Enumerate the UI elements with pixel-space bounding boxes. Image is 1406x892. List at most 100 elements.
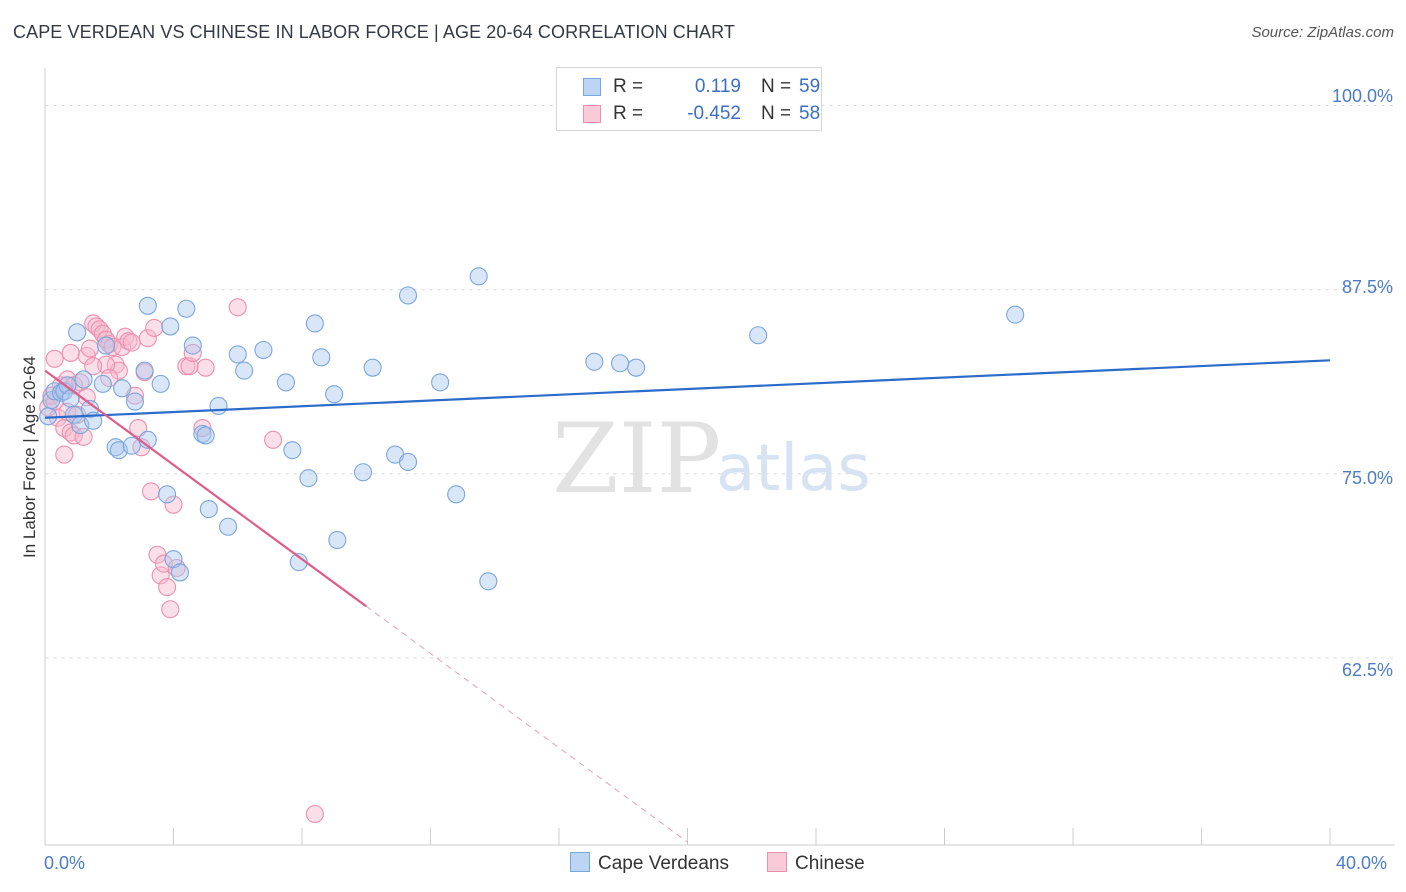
- source-label: Source: ZipAtlas.com: [1251, 24, 1394, 41]
- cape-verdean-point: [209, 396, 228, 416]
- trendlines: [44, 359, 1331, 843]
- cape-verdean-point: [93, 374, 112, 393]
- trendline-chinese-dashed: [365, 605, 688, 843]
- watermark-zip: ZIP: [552, 403, 721, 515]
- cape-verdean-point: [235, 361, 254, 380]
- chinese-point: [180, 357, 199, 376]
- cape-verdean-point: [610, 354, 630, 373]
- trendline-chinese-solid: [44, 369, 367, 608]
- axes: [44, 68, 1395, 846]
- chinese-point: [158, 578, 177, 597]
- cape-verdean-point: [299, 469, 318, 488]
- chinese-point: [74, 427, 93, 446]
- chinese-point: [145, 318, 164, 337]
- chinese-point: [129, 419, 148, 438]
- bottom-legend-swatch-blue: [570, 852, 590, 872]
- cape-verdean-point: [447, 485, 466, 504]
- cape-verdean-point: [68, 323, 87, 342]
- chinese-point: [45, 349, 64, 368]
- cape-verdean-point: [125, 392, 144, 411]
- gridlines: [45, 104, 1395, 659]
- chinese-point: [183, 343, 202, 362]
- y-tick-label: 62.5%: [1341, 660, 1393, 680]
- bottom-legend-chinese: Chinese: [767, 852, 865, 875]
- cape-verdean-point: [363, 358, 382, 377]
- chinese-point: [87, 317, 106, 336]
- cape-verdean-point: [196, 426, 215, 445]
- watermark: ZIP atlas: [552, 403, 871, 515]
- cape-verdean-point: [135, 361, 154, 380]
- chinese-point: [141, 482, 161, 501]
- cape-verdean-point: [398, 452, 418, 471]
- cape-verdean-point: [749, 326, 768, 345]
- cape-verdean-point: [479, 572, 498, 591]
- cape-verdean-point: [96, 336, 116, 355]
- legend-r-value: 0.119: [694, 76, 741, 97]
- chinese-point: [264, 430, 283, 449]
- bottom-legend-label: Cape Verdeans: [598, 853, 729, 874]
- cape-verdean-point: [122, 436, 141, 455]
- cape-verdean-point: [183, 336, 202, 355]
- cape-verdean-point: [353, 463, 373, 482]
- legend-swatch-pink: [583, 105, 601, 123]
- chinese-point: [161, 600, 180, 619]
- cape-verdean-point: [170, 563, 189, 582]
- chinese-point: [122, 333, 141, 352]
- y-tick-label: 75.0%: [1341, 468, 1393, 488]
- correlation-legend: R = 0.119 N = 59 R = -0.452 N = 58: [556, 67, 822, 131]
- cape-verdean-point: [52, 383, 71, 402]
- legend-n-label: N =: [761, 103, 792, 124]
- chinese-point: [228, 298, 247, 317]
- cape-verdean-point: [1006, 305, 1025, 324]
- cape-verdean-point: [193, 424, 212, 444]
- legend-r-label: R =: [613, 76, 644, 97]
- legend-n-value: 58: [799, 103, 821, 124]
- cape-verdean-point: [627, 358, 646, 377]
- cape-verdean-point: [138, 296, 157, 315]
- cape-verdean-point: [161, 317, 180, 336]
- cape-verdean-point: [325, 385, 344, 404]
- bottom-legend-cape-verdeans: Cape Verdeans: [570, 852, 729, 875]
- cape-verdean-point: [305, 314, 324, 333]
- cape-verdean-point: [177, 299, 196, 318]
- chinese-point: [93, 324, 112, 343]
- cape-verdean-point: [283, 441, 302, 460]
- chinese-point: [151, 566, 170, 585]
- cape-verdean-point: [158, 485, 177, 504]
- chinese-point: [164, 495, 183, 514]
- cape-verdean-point: [151, 374, 170, 393]
- chinese-point: [80, 339, 100, 358]
- cape-verdean-point: [585, 352, 604, 371]
- watermark-atlas: atlas: [716, 432, 871, 506]
- cape-verdean-point: [398, 286, 418, 305]
- chinese-point: [138, 329, 157, 348]
- chart-title: CAPE VERDEAN VS CHINESE IN LABOR FORCE |…: [13, 22, 735, 42]
- cape-verdean-point: [113, 379, 132, 398]
- chinese-point: [55, 445, 74, 464]
- cape-verdean-point: [469, 267, 488, 286]
- cape-verdean-point: [328, 530, 347, 550]
- cape-verdean-point: [74, 370, 93, 389]
- cape-verdean-point: [431, 373, 450, 392]
- cape-verdean-point: [106, 438, 125, 457]
- chinese-point: [196, 358, 215, 377]
- cape-verdean-point: [228, 345, 247, 364]
- y-tick-label: 100.0%: [1331, 86, 1393, 106]
- chinese-point: [103, 337, 122, 357]
- chinese-point: [77, 388, 96, 407]
- legend-n-label: N =: [761, 76, 792, 97]
- x-tick-label: 0.0%: [44, 853, 86, 873]
- cape-verdean-point: [276, 373, 295, 392]
- trendline-cape-verdeans: [44, 359, 1331, 419]
- chinese-point: [119, 332, 138, 351]
- x-tick-label: 40.0%: [1336, 853, 1388, 873]
- cape-verdean-point: [312, 348, 331, 367]
- legend-r-value: -0.452: [687, 103, 741, 124]
- chinese-point: [84, 357, 103, 376]
- legend-swatch-blue: [583, 78, 601, 96]
- cape-verdean-point: [199, 500, 218, 519]
- chinese-point: [61, 343, 80, 362]
- cape-verdean-point: [64, 405, 83, 424]
- y-tick-label: 87.5%: [1341, 277, 1393, 297]
